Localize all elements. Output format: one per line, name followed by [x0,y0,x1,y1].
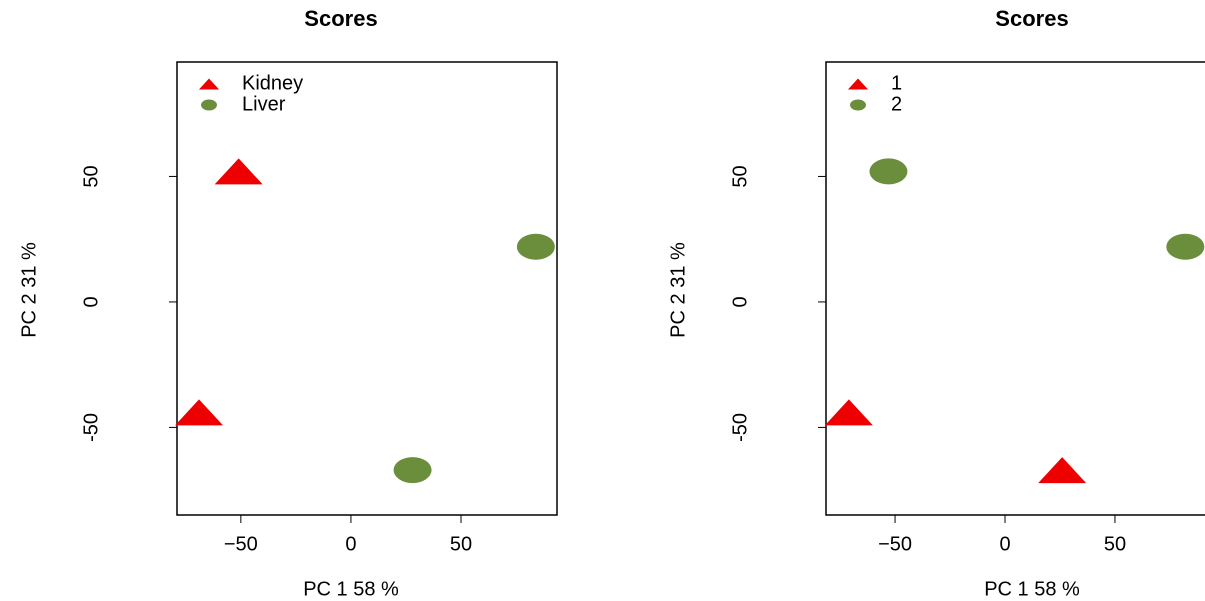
y-tick-label: 50 [80,165,102,187]
point [1038,457,1087,484]
chart-title: Scores [304,6,377,31]
x-tick-label: 50 [1104,533,1126,555]
plot-box [825,61,1205,516]
legend-symbol [850,99,866,111]
point [869,158,908,185]
y-tick-label: -50 [80,413,102,442]
legend-symbol [847,78,869,90]
x-axis-label: PC 1 58 % [984,578,1080,600]
legend-label: 2 [891,93,902,115]
x-tick-label: −50 [878,533,912,555]
point [1166,233,1205,260]
point [824,399,873,426]
point [214,158,263,185]
x-tick-label: 50 [450,533,472,555]
legend-label: 1 [891,72,902,94]
x-axis-label: PC 1 58 % [303,578,399,600]
x-tick-label: 0 [345,533,356,555]
point [393,457,432,484]
y-tick-label: 0 [80,296,102,307]
legend-symbol [201,99,217,111]
chart-title: Scores [995,6,1068,31]
plot-box [176,61,558,516]
x-tick-label: 0 [999,533,1010,555]
x-tick-label: −50 [224,533,258,555]
legend-symbol [198,78,220,90]
y-tick-label: 0 [729,296,751,307]
y-axis-label: PC 2 31 % [667,242,689,338]
legend-label: Kidney [242,72,303,94]
legend-label: Liver [242,93,286,115]
point [175,399,224,426]
y-tick-label: 50 [729,165,751,187]
y-axis-label: PC 2 31 % [18,242,40,338]
y-tick-label: -50 [729,413,751,442]
point [516,233,555,260]
